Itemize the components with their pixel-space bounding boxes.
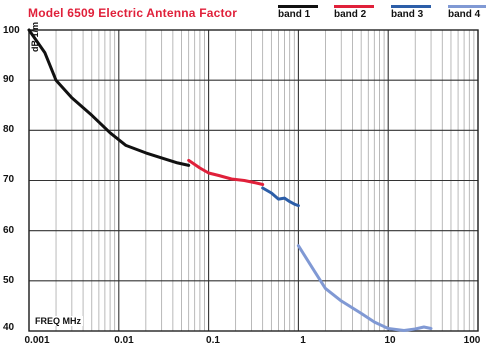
legend-label-band-1: band 1: [278, 9, 311, 20]
series-line-band-2: [187, 158, 265, 186]
ytick-50: 50: [3, 275, 15, 286]
legend-label-band-3: band 3: [391, 9, 424, 20]
xtick-0.01: 0.01: [114, 335, 134, 346]
xtick-0.001: 0.001: [24, 335, 50, 346]
series-line-band-1: [27, 28, 191, 167]
xtick-10: 10: [384, 335, 396, 346]
y-axis-label: dB 1/m: [30, 21, 40, 52]
ytick-60: 60: [3, 225, 15, 236]
legend-band-2: band 2: [334, 5, 378, 22]
ytick-40: 40: [3, 322, 15, 333]
ytick-100: 100: [3, 25, 20, 36]
legend-band-3: band 3: [391, 5, 435, 22]
legend-swatch-band-2: [334, 5, 374, 8]
legend-band-4: band 4: [448, 5, 488, 22]
legend-swatch-band-3: [391, 5, 431, 8]
series-line-band-3: [261, 186, 300, 208]
legend-label-band-2: band 2: [334, 9, 367, 20]
ytick-90: 90: [3, 74, 15, 85]
legend-band-1: band 1: [278, 5, 322, 22]
chart-title: Model 6509 Electric Antenna Factor: [28, 6, 238, 20]
xtick-100: 100: [463, 335, 481, 346]
legend-swatch-band-1: [278, 5, 318, 8]
legend-swatch-band-4: [448, 5, 486, 8]
xtick-0.1: 0.1: [206, 335, 220, 346]
xtick-1: 1: [300, 335, 306, 346]
ytick-80: 80: [3, 124, 15, 135]
ytick-70: 70: [3, 174, 15, 185]
x-axis-label: FREQ MHz: [33, 316, 83, 326]
legend-label-band-4: band 4: [448, 9, 481, 20]
series-line-band-4: [296, 244, 433, 332]
plot-frame: [28, 29, 479, 332]
